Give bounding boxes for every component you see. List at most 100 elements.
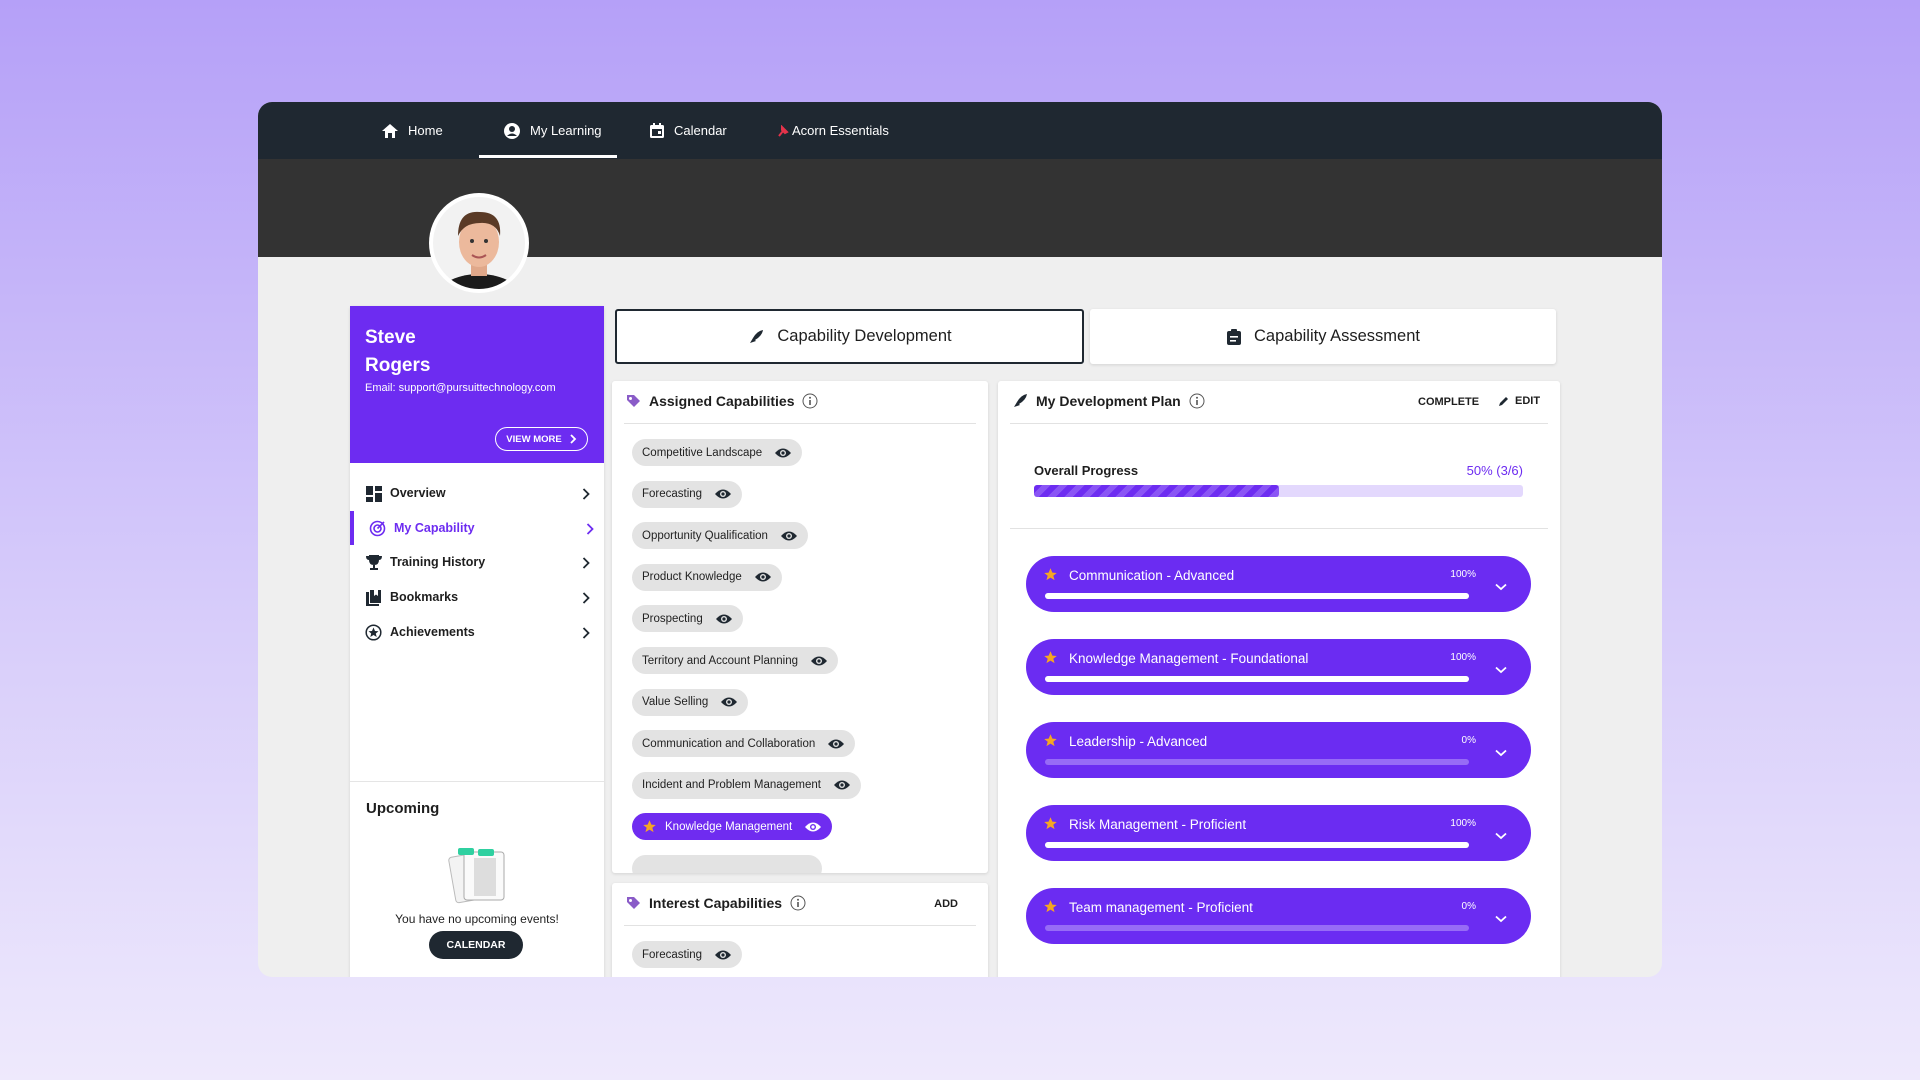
- menu-icon: [365, 485, 382, 505]
- star-icon: [1043, 816, 1058, 836]
- expand-icon: [1495, 661, 1507, 679]
- nav-item[interactable]: Acorn Essentials: [777, 102, 889, 159]
- assigned-panel: Assigned Capabilities Competitive Landsc…: [612, 381, 988, 873]
- plan-item-percent: 100%: [1450, 818, 1476, 829]
- plan-item[interactable]: Communication - Advanced 100%: [1026, 556, 1531, 612]
- expand-icon: [1495, 744, 1507, 762]
- nav-label: Calendar: [674, 123, 727, 138]
- tab-active[interactable]: Capability Development: [615, 309, 1084, 364]
- plan-item[interactable]: Risk Management - Proficient 100%: [1026, 805, 1531, 861]
- menu-icon: [369, 520, 386, 540]
- chip-label: Knowledge Management: [665, 820, 793, 833]
- tab[interactable]: Capability Assessment: [1090, 309, 1556, 364]
- expand-icon: [1495, 827, 1507, 845]
- eye-icon: [810, 655, 828, 667]
- chip-label: Incident and Problem Management: [642, 779, 821, 792]
- view-more-label: VIEW MORE: [506, 433, 562, 445]
- plan-item[interactable]: Knowledge Management - Foundational 100%: [1026, 639, 1531, 695]
- nav-item[interactable]: Home: [381, 102, 443, 159]
- divider: [624, 925, 976, 926]
- chip-label: Competitive Landscape: [642, 446, 763, 459]
- menu-label: Overview: [390, 486, 446, 500]
- eye-icon: [774, 447, 792, 459]
- capability-chip[interactable]: Forecasting: [632, 941, 743, 968]
- interest-title: Interest Capabilities: [649, 895, 783, 911]
- chip-label: Prospecting: [642, 612, 703, 625]
- chevron: [582, 488, 590, 503]
- plan-item[interactable]: Team management - Proficient 0%: [1026, 888, 1531, 944]
- capability-chip[interactable]: Forecasting: [632, 480, 743, 508]
- menu-icon: [365, 589, 382, 609]
- capability-chip[interactable]: Knowledge Management: [632, 813, 833, 841]
- plan-item-percent: 0%: [1461, 901, 1476, 912]
- avatar: [429, 193, 529, 293]
- star-icon: [642, 819, 657, 834]
- upcoming-title: Upcoming: [366, 800, 440, 817]
- complete-button[interactable]: COMPLETE: [1418, 396, 1480, 408]
- chevron: [582, 627, 590, 642]
- chip-label: Communication and Collaboration: [642, 737, 816, 750]
- plan-item-name: Team management - Proficient: [1069, 900, 1253, 915]
- eye-icon: [804, 821, 822, 833]
- plan-item-track: [1045, 593, 1469, 599]
- divider: [1010, 528, 1548, 529]
- eye-icon: [827, 738, 845, 750]
- plan-item[interactable]: Leadership - Advanced 0%: [1026, 722, 1531, 778]
- menu-item[interactable]: Overview: [350, 476, 604, 510]
- eye-icon: [780, 530, 798, 542]
- calendar-button[interactable]: CALENDAR: [429, 931, 523, 959]
- menu-label: My Capability: [394, 520, 475, 535]
- empty-text: You have no upcoming events!: [395, 912, 559, 926]
- menu-item[interactable]: Bookmarks: [350, 580, 604, 614]
- star-icon: [1043, 733, 1058, 753]
- capability-chip[interactable]: Incident and Problem Management: [632, 771, 861, 799]
- view-more-button[interactable]: VIEW MORE: [495, 427, 588, 451]
- plan-item-track: [1045, 925, 1469, 931]
- capability-chip[interactable]: Prospecting: [632, 605, 743, 633]
- empty-illustration: [448, 848, 505, 904]
- capability-chip[interactable]: Communication and Collaboration: [632, 730, 856, 758]
- capability-chip[interactable]: Value Selling: [632, 688, 749, 716]
- chevron: [586, 523, 594, 538]
- edit-button[interactable]: EDIT: [1498, 395, 1540, 407]
- overall-label: Overall Progress: [1034, 463, 1139, 478]
- nav-item[interactable]: My Learning: [503, 102, 602, 159]
- menu-item[interactable]: Achievements: [350, 615, 604, 649]
- divider: [624, 423, 976, 424]
- first-name: Steve: [365, 327, 416, 348]
- interest-panel: Interest Capabilities ADD Forecasting: [612, 883, 988, 977]
- plan-item-percent: 100%: [1450, 652, 1476, 663]
- nav-item[interactable]: Calendar: [649, 102, 727, 159]
- clipped-chip: [632, 855, 822, 873]
- eye-icon: [833, 779, 851, 791]
- capability-chip[interactable]: Territory and Account Planning: [632, 647, 838, 674]
- nav-label: My Learning: [530, 123, 602, 138]
- side-menu: Overview My Capability Training History Boo…: [350, 476, 604, 656]
- eye-icon: [754, 571, 772, 583]
- menu-item[interactable]: My Capability: [350, 510, 604, 545]
- profile-header: Steve Rogers Email: support@pursuittechn…: [350, 306, 604, 463]
- capability-chip[interactable]: Opportunity Qualification: [632, 522, 808, 550]
- menu-item[interactable]: Training History: [350, 545, 604, 579]
- menu-label: Achievements: [390, 624, 475, 639]
- capability-chip[interactable]: Product Knowledge: [632, 563, 782, 591]
- chevron: [582, 592, 590, 607]
- menu-label: Bookmarks: [390, 590, 459, 605]
- plan-title: My Development Plan: [1036, 393, 1181, 409]
- tab-label: Capability Assessment: [1254, 327, 1420, 345]
- star-icon: [1043, 899, 1058, 919]
- plan-item-percent: 0%: [1461, 735, 1476, 746]
- capability-chip[interactable]: Competitive Landscape: [632, 439, 803, 466]
- assigned-header: Assigned Capabilities: [626, 393, 818, 409]
- add-button[interactable]: ADD: [934, 898, 958, 910]
- nav-active-underline: [479, 155, 617, 158]
- plan-item-name: Risk Management - Proficient: [1069, 817, 1247, 832]
- divider: [350, 781, 604, 782]
- chip-label: Forecasting: [642, 488, 703, 501]
- chip-label: Opportunity Qualification: [642, 529, 768, 542]
- divider: [1010, 423, 1548, 424]
- plan-item-percent: 100%: [1450, 569, 1476, 580]
- star-icon: [1043, 567, 1058, 587]
- chip-label: Product Knowledge: [642, 571, 742, 584]
